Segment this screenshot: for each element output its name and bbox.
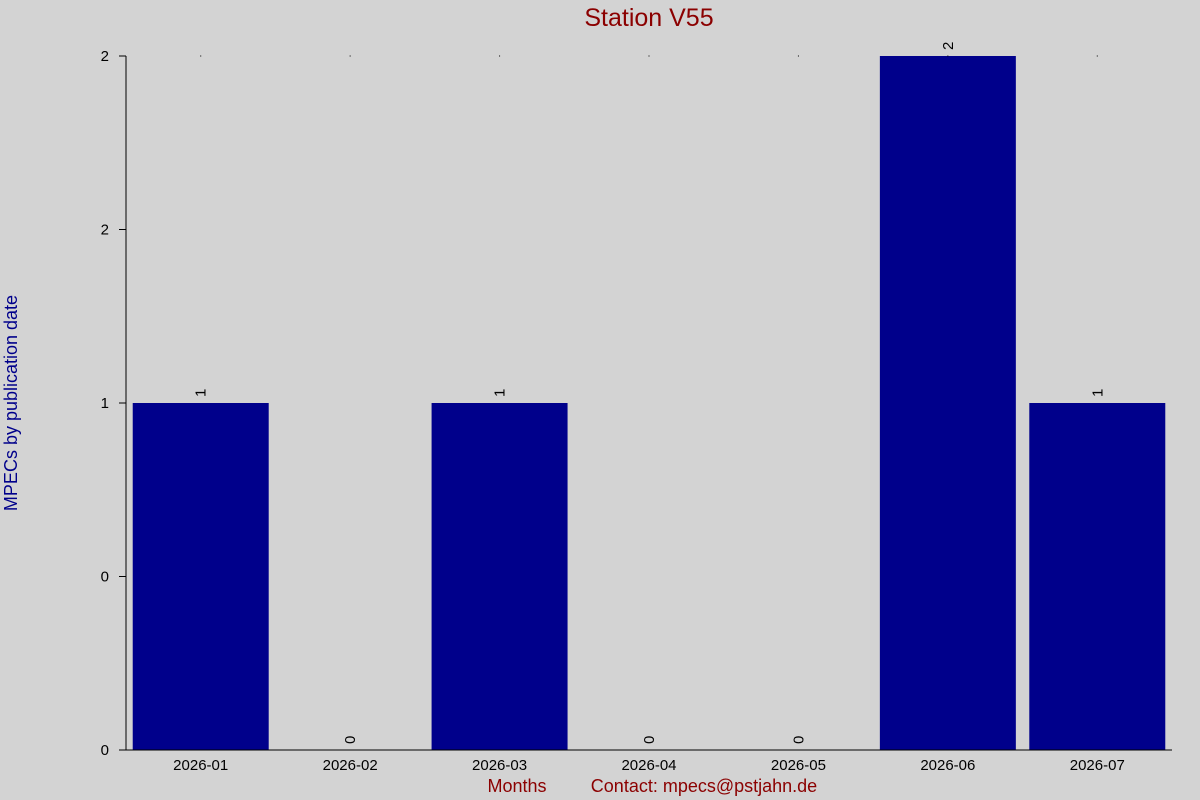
- x-tick-label-2026-02: 2026-02: [323, 757, 378, 774]
- x-tick-label-2026-03: 2026-03: [472, 757, 527, 774]
- data-label-2026-06: 2: [940, 42, 957, 50]
- top-marker-2026-05: [797, 55, 799, 57]
- top-marker-2026-01: [200, 55, 202, 57]
- contact-label: Contact: mpecs@pstjahn.de: [591, 776, 817, 796]
- data-label-2026-01: 1: [193, 389, 210, 397]
- x-axis-label: Months: [487, 776, 546, 796]
- x-tick-label-2026-06: 2026-06: [920, 757, 975, 774]
- top-marker-2026-02: [349, 55, 351, 57]
- chart-title: Station V55: [584, 4, 713, 32]
- data-label-2026-03: 1: [492, 389, 509, 397]
- x-tick-label-2026-05: 2026-05: [771, 757, 826, 774]
- y-axis-label: MPECs by publication date: [1, 295, 21, 511]
- top-marker-2026-07: [1096, 55, 1098, 57]
- y-tick-label-0: 0: [101, 742, 109, 759]
- bar-2026-03: [431, 403, 568, 750]
- y-axis: 0 0 1 2 2: [101, 48, 127, 759]
- data-label-2026-05: 0: [790, 736, 807, 744]
- bar-2026-07: [1029, 403, 1166, 750]
- data-label-2026-07: 1: [1089, 389, 1106, 397]
- bar-2026-06: [879, 56, 1016, 750]
- top-marker-2026-04: [648, 55, 650, 57]
- value-labels-group: 1 0 1 0 0 2 1: [193, 42, 1107, 744]
- data-label-2026-02: 0: [342, 736, 359, 744]
- y-tick-label-2: 1: [101, 395, 109, 412]
- x-tick-label-2026-07: 2026-07: [1070, 757, 1125, 774]
- bar-2026-01: [132, 403, 269, 750]
- data-label-2026-04: 0: [641, 736, 658, 744]
- bars-group: [132, 55, 1166, 750]
- x-tick-label-2026-04: 2026-04: [621, 757, 676, 774]
- y-tick-label-3: 2: [101, 222, 109, 239]
- top-marker-2026-06: [947, 55, 949, 57]
- x-axis: 2026-01 2026-02 2026-03 2026-04 2026-05 2026-…: [126, 749, 1172, 774]
- y-tick-label-1: 0: [101, 569, 109, 586]
- x-tick-label-2026-01: 2026-01: [173, 757, 228, 774]
- top-marker-2026-03: [499, 55, 501, 57]
- y-tick-label-4: 2: [101, 48, 109, 65]
